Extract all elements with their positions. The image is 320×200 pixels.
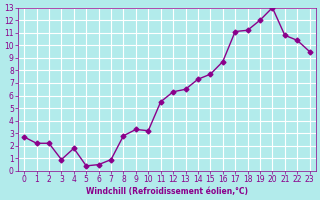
X-axis label: Windchill (Refroidissement éolien,°C): Windchill (Refroidissement éolien,°C) — [86, 187, 248, 196]
